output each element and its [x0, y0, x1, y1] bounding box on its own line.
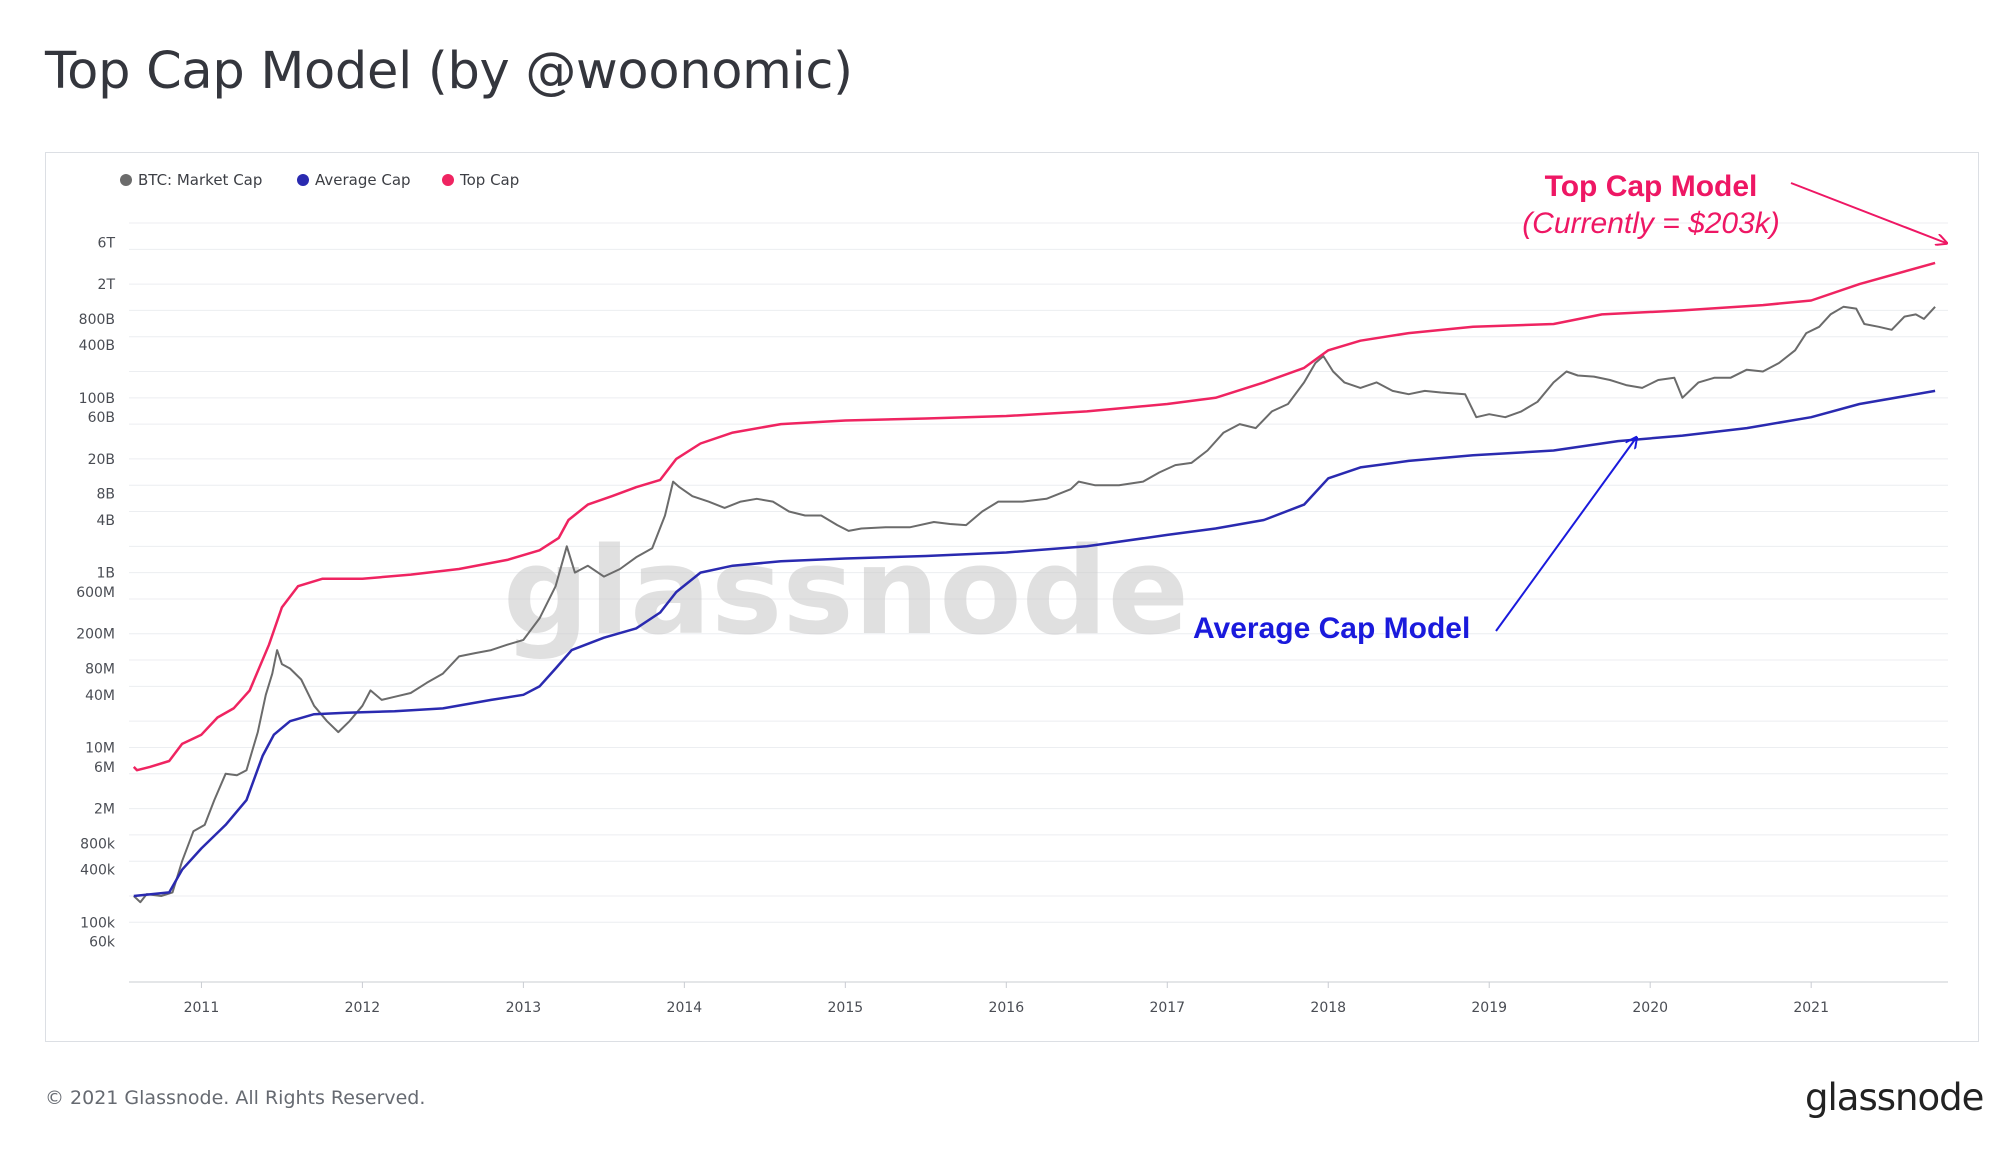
x-tick-label: 2012	[345, 1000, 381, 1016]
y-tick-label: 80M	[85, 662, 115, 678]
legend-label-market-cap: BTC: Market Cap	[138, 171, 262, 189]
annotation-average-cap-arrow	[1495, 438, 1636, 632]
y-tick-label: 400k	[80, 863, 116, 879]
x-tick-label: 2015	[828, 1000, 864, 1016]
chart-svg: glassnode 60k 100k 400k 800k 2M 6M 10M 40M 80M 20…	[76, 170, 1980, 1016]
legend-item-top-cap[interactable]: Top Cap	[442, 171, 519, 189]
y-tick-label: 4B	[96, 513, 115, 529]
legend-item-average-cap[interactable]: Average Cap	[297, 171, 411, 189]
x-tick-label: 2011	[184, 1000, 220, 1016]
x-tick-label: 2018	[1310, 1000, 1346, 1016]
y-tick-label: 20B	[88, 452, 115, 468]
x-tick-label: 2021	[1793, 1000, 1829, 1016]
legend-item-market-cap[interactable]: BTC: Market Cap	[120, 171, 262, 189]
y-tick-label: 100k	[80, 915, 116, 931]
annotation-top-cap-current: (Currently = $203k)	[1522, 207, 1780, 240]
legend-dot-average-cap	[297, 174, 309, 186]
legend-label-average-cap: Average Cap	[315, 171, 411, 189]
y-tick-label: 60B	[88, 410, 115, 426]
grid-layer	[129, 222, 1948, 983]
y-tick-label: 6T	[98, 235, 116, 251]
annotation-top-cap: Top Cap Model	[1545, 170, 1758, 203]
footer-logo: glassnode	[1805, 1076, 1984, 1119]
y-tick-label: 2M	[94, 802, 115, 818]
y-tick-label: 6M	[94, 760, 115, 776]
series-line-top-cap	[132, 261, 1936, 772]
legend-dot-top-cap	[442, 174, 454, 186]
y-tick-label: 400B	[79, 338, 115, 354]
x-tick-label: 2019	[1471, 1000, 1507, 1016]
y-tick-label: 8B	[96, 487, 115, 503]
legend: BTC: Market Cap Average Cap Top Cap	[120, 171, 519, 189]
x-tick-label: 2020	[1632, 1000, 1668, 1016]
y-tick-label: 200M	[76, 627, 115, 643]
y-tick-label: 1B	[96, 566, 115, 582]
y-tick-label: 800k	[80, 836, 116, 852]
legend-label-top-cap: Top Cap	[459, 171, 519, 189]
chart-frame: glassnode 60k 100k 400k 800k 2M 6M 10M 40M 80M 20…	[45, 152, 1979, 1042]
page-title: Top Cap Model (by @woonomic)	[45, 42, 853, 101]
y-tick-label: 100B	[79, 391, 115, 407]
annotation-top-cap-arrow	[1790, 182, 1946, 243]
annotation-average-cap: Average Cap Model	[1193, 612, 1470, 645]
x-tick-label: 2013	[506, 1000, 542, 1016]
footer-copyright: © 2021 Glassnode. All Rights Reserved.	[45, 1087, 426, 1109]
x-tick-label: 2014	[667, 1000, 703, 1016]
y-tick-label: 10M	[85, 740, 115, 756]
watermark-text: glassnode	[503, 523, 1189, 662]
y-tick-label: 2T	[98, 277, 116, 293]
series-line-market-cap	[133, 305, 1936, 904]
y-tick-label: 600M	[76, 585, 115, 601]
x-tick-label: 2017	[1149, 1000, 1185, 1016]
legend-dot-market-cap	[120, 174, 132, 186]
y-tick-label: 800B	[79, 312, 115, 328]
tick-layer: 60k 100k 400k 800k 2M 6M 10M 40M 80M 200M 600M 1B 4B…	[76, 235, 1829, 1016]
x-tick-label: 2016	[988, 1000, 1024, 1016]
series-line-average-cap	[133, 389, 1936, 898]
y-tick-label: 40M	[85, 688, 115, 704]
y-tick-label: 60k	[89, 935, 116, 951]
series-layer	[132, 261, 1936, 904]
